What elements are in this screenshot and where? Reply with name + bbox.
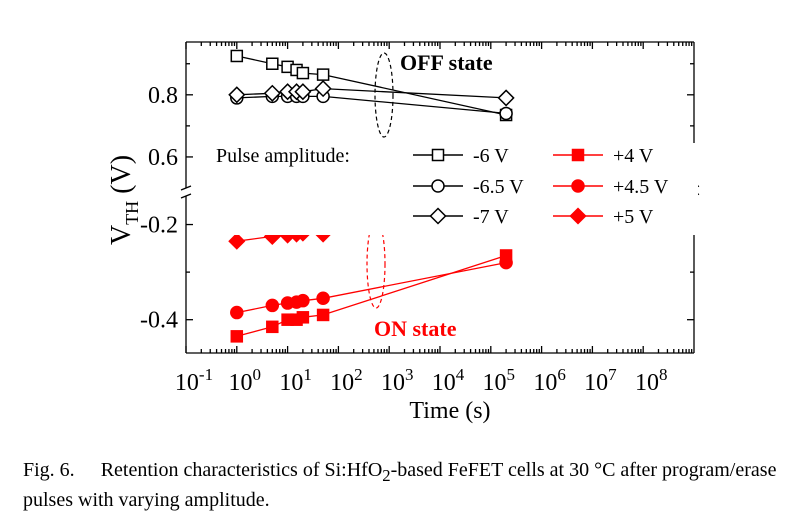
series-4 [230,255,513,320]
figure-caption: Fig. 6. Retention characteristics of Si:H… [23,458,793,512]
data-point [497,89,515,107]
off-state-ellipse [374,52,394,138]
data-point [296,311,310,324]
series-3 [230,249,513,343]
caption-text-a: Retention characteristics of Si:HfO [100,459,383,481]
series-0 [230,49,513,122]
data-point [230,305,244,320]
data-point [266,320,279,334]
legend-label: +5 V [613,206,654,228]
data-point [230,330,244,343]
legend-marker [571,179,585,193]
data-point [294,83,312,101]
x-tick-label: 106 [533,365,566,396]
legend-entry: +4.5 V [553,176,669,198]
legend-entry: -6 V [413,145,509,167]
data-point [228,86,246,104]
x-tick-label: 10-1 [175,365,213,396]
data-point [228,232,246,250]
legend-entry: -6.5 V [413,176,524,198]
axis-break-mark [180,193,192,199]
on-state-ellipse [366,219,386,309]
x-tick-label: 108 [635,365,668,396]
legend: Pulse amplitude: -6 V -6.5 V -7 V +4 V +4.5 … [214,143,698,235]
data-point [265,298,280,313]
x-tick-label: 102 [330,365,363,396]
legend-marker [571,148,585,162]
legend-label: -6 V [473,145,509,167]
legend-entry: +4 V [553,145,654,167]
axis-ticks: 10-1 100 101 102 103 104 105 106 107 108 0.8 0.6 -0.… [140,42,694,396]
legend-entry: -7 V [413,206,509,228]
data-point [499,106,513,121]
on-state-label: ON state [374,316,457,341]
state-ellipses [366,52,394,309]
data-point [230,49,244,63]
caption-subscript: 2 [382,466,391,485]
legend-marker [569,207,587,225]
legend-label: +4 V [613,145,654,167]
series-2 [228,80,515,107]
legend-title: Pulse amplitude: [216,145,350,167]
x-tick-label: 107 [584,365,617,396]
off-state-label: OFF state [400,50,493,75]
legend-label: -6.5 V [473,176,524,198]
y-tick-label: 0.6 [148,145,178,171]
data-point [296,66,310,80]
x-axis-label: Time (s) [409,398,490,424]
x-tick-label: 100 [229,365,261,396]
legend-marker [431,148,445,162]
axis-break-mark [180,185,192,191]
y-tick-label: -0.4 [140,308,178,334]
data-point [263,84,281,102]
caption-text-b: -based FeFET cells at 30 °C after progra… [23,459,777,511]
x-tick-label: 104 [432,365,465,396]
y-axis-label: VTH (V) [106,155,142,245]
data-point [316,308,330,322]
data-point [316,68,330,81]
data-point [296,293,310,308]
legend-marker [431,179,445,193]
legend-label: -7 V [473,206,509,228]
x-tick-label: 101 [279,365,312,396]
x-tick-label: 103 [381,365,414,396]
legend-entry: +5 V [553,206,654,228]
legend-background [214,143,698,235]
x-tick-label: 105 [483,365,516,396]
data-point [499,255,513,270]
data-point [266,57,279,70]
y-axis-label-text: VTH (V) [106,155,142,245]
y-tick-label: -0.2 [140,213,178,239]
legend-label: +4.5 V [613,176,669,198]
y-tick-label: 0.8 [148,83,178,109]
data-point [314,80,332,98]
caption-label: Fig. 6. [23,459,75,481]
legend-marker [429,207,447,225]
data-point [316,291,330,306]
